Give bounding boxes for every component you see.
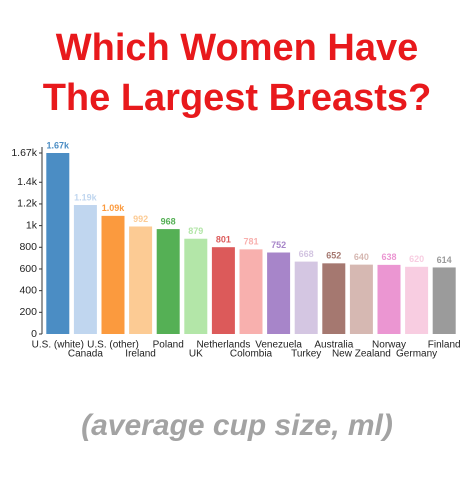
bar (101, 215, 125, 334)
value-label: 879 (188, 226, 203, 236)
x-tick-label: Germany (396, 349, 437, 360)
x-tick-label: Norway (372, 340, 406, 351)
value-label: 652 (326, 251, 341, 261)
bar (239, 249, 263, 334)
x-tick-label: U.S. (white) (32, 340, 84, 351)
y-tick-label: 0 (31, 328, 37, 340)
x-tick-label: Venezuela (255, 340, 302, 351)
y-tick-label: 800 (19, 241, 37, 253)
value-label: 781 (243, 237, 258, 247)
bar (129, 226, 153, 334)
value-label: 620 (409, 254, 424, 264)
value-label: 614 (437, 255, 452, 265)
bar (46, 153, 70, 334)
x-tick-label: Colombia (230, 349, 273, 360)
value-label: 992 (133, 214, 148, 224)
value-label: 1.19k (74, 192, 98, 202)
bar (322, 263, 346, 334)
value-label: 640 (354, 252, 369, 262)
x-tick-label: Poland (153, 340, 184, 351)
chart-title: Which Women Have (56, 27, 418, 69)
bar (211, 247, 235, 334)
chart-subtitle: (average cup size, ml) (81, 409, 393, 442)
y-tick-label: 200 (19, 306, 37, 318)
x-tick-label: Ireland (125, 349, 156, 360)
y-tick-label: 1k (26, 219, 38, 231)
chart-title: The Largest Breasts? (43, 77, 432, 119)
bar (156, 229, 180, 334)
bar (432, 267, 456, 334)
bar (294, 261, 318, 334)
y-tick-label: 400 (19, 284, 37, 296)
x-tick-label: Netherlands (196, 340, 250, 351)
bar (73, 205, 97, 334)
x-tick-label: Finland (428, 340, 461, 351)
value-label: 1.67k (47, 140, 71, 150)
y-tick-label: 1.67k (11, 147, 37, 159)
value-label: 801 (216, 235, 231, 245)
bar (405, 266, 429, 334)
y-tick-label: 600 (19, 263, 37, 275)
bar (184, 238, 208, 334)
x-tick-label: Turkey (291, 349, 321, 360)
x-tick-label: U.S. (other) (87, 340, 139, 351)
y-tick-label: 1.2k (17, 198, 38, 210)
y-tick-label: 1.4k (17, 176, 38, 188)
x-tick-label: Canada (68, 349, 103, 360)
bar (267, 252, 291, 334)
value-label: 668 (299, 249, 314, 259)
value-label: 968 (161, 216, 176, 226)
value-label: 1.09k (102, 203, 126, 213)
x-tick-label: UK (189, 349, 203, 360)
value-label: 752 (271, 240, 286, 250)
x-tick-label: New Zealand (332, 349, 391, 360)
value-label: 638 (381, 252, 396, 262)
x-tick-label: Australia (314, 340, 353, 351)
bar (349, 264, 373, 334)
bar (377, 264, 401, 334)
